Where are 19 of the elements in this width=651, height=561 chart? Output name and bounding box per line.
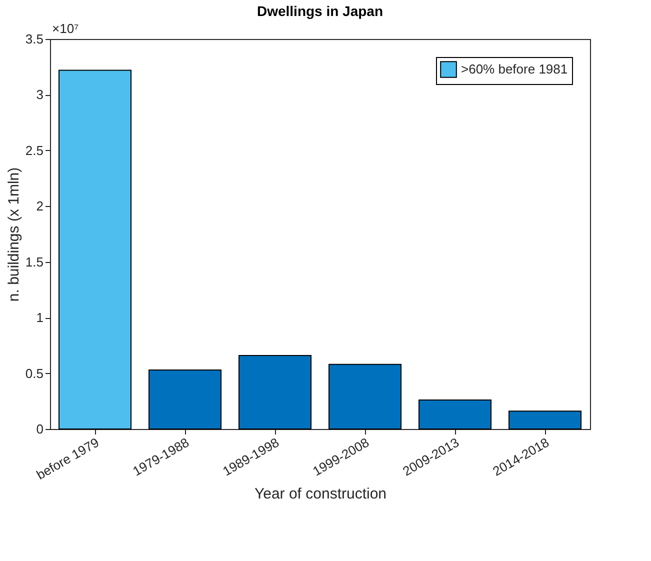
y-tick-label: 3.5 bbox=[25, 32, 44, 46]
text: ×10⁷ bbox=[52, 21, 80, 36]
bar bbox=[508, 410, 582, 430]
y-tick-label: 1.5 bbox=[25, 254, 44, 270]
chart-title: Dwellings in Japan bbox=[256, 3, 384, 19]
y-tick-label: 0.5 bbox=[25, 366, 44, 381]
bar bbox=[328, 364, 402, 430]
bar bbox=[148, 369, 222, 430]
x-axis-title: Year of construction bbox=[254, 485, 387, 502]
bar bbox=[58, 70, 132, 430]
y-tick-label: 1 bbox=[36, 310, 44, 326]
y-tick-label: 2.5 bbox=[25, 142, 44, 158]
y-tick-label: 2 bbox=[36, 198, 44, 214]
y-tick-label: 3 bbox=[36, 87, 44, 102]
y-axis-title: n. buildings (x 1mln) bbox=[5, 167, 22, 302]
bar bbox=[418, 400, 492, 430]
y-tick-label: 0 bbox=[36, 422, 44, 436]
bar bbox=[238, 354, 312, 430]
legend-label: >60% before 1981 bbox=[461, 62, 568, 76]
